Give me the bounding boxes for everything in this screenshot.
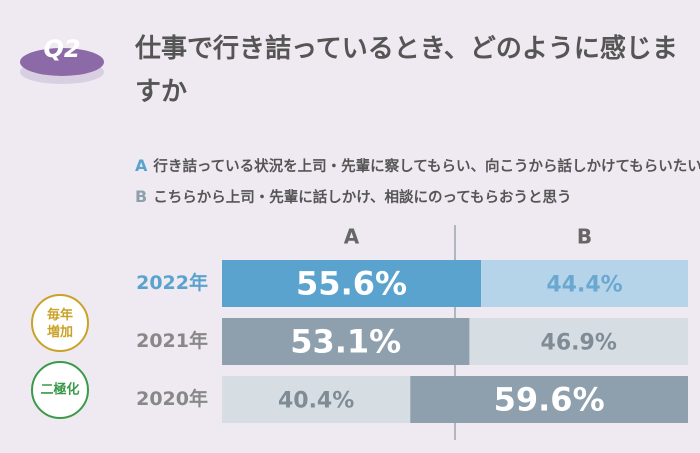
bar-segment <box>222 318 470 365</box>
legend-text: 行き詰っている状況を上司・先輩に察してもらい、向こうから話しかけてもらいたい <box>153 159 700 175</box>
value-label: 46.9% <box>541 331 617 356</box>
value-label: 40.4% <box>278 389 354 414</box>
legend-text: こちらから上司・先輩に話しかけ、相談にのってもらおうと思う <box>153 190 572 206</box>
annotation-circle <box>31 294 89 352</box>
title: 仕事で行き詰っているとき、どのように感じますか <box>135 34 678 107</box>
badge-text: Q2 <box>43 35 80 63</box>
y-category-label: 2020年 <box>136 387 208 410</box>
column-header: A <box>344 225 360 249</box>
annotation-text-line: 毎年 <box>47 307 73 323</box>
badge-shape <box>20 48 104 76</box>
annotation-text-line: 増加 <box>47 324 73 340</box>
legend-key: B <box>135 187 148 206</box>
annotation-circle <box>31 361 89 419</box>
value-label: 44.4% <box>546 273 622 298</box>
annotation-text: 二極化 <box>40 382 79 398</box>
legend-item: A 行き詰っている状況を上司・先輩に察してもらい、向こうから話しかけてもらいたい <box>135 155 700 176</box>
legend-item: B こちらから上司・先輩に話しかけ、相談にのってもらおうと思う <box>135 186 572 207</box>
legend-key: A <box>135 156 148 175</box>
value-label: 55.6% <box>296 265 407 303</box>
value-label: 59.6% <box>494 381 605 419</box>
bar-segment <box>222 260 482 307</box>
bar-segment <box>469 318 688 365</box>
bar-segment <box>410 376 688 423</box>
value-label: 53.1% <box>290 323 401 361</box>
bar-segment <box>222 376 411 423</box>
annotation-text: 毎年増加 <box>47 307 73 340</box>
column-header: B <box>577 225 592 249</box>
y-category-label: 2022年 <box>136 271 208 294</box>
bar-segment <box>481 260 688 307</box>
y-category-label: 2021年 <box>136 329 208 352</box>
